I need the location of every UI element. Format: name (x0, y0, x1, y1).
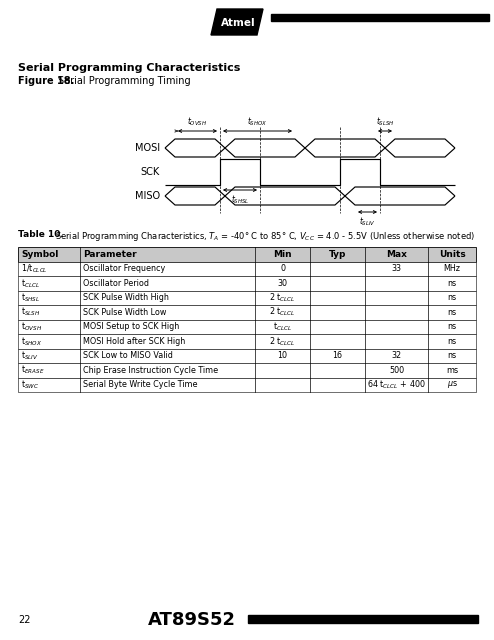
Text: Parameter: Parameter (83, 250, 137, 259)
Text: Serial Programming Characteristics, $T_A$ = -40° C to 85° C, $V_{CC}$ = 4.0 - 5.: Serial Programming Characteristics, $T_A… (55, 230, 475, 243)
Text: Max: Max (386, 250, 407, 259)
Text: ns: ns (448, 351, 456, 360)
Text: t$_{SLIV}$: t$_{SLIV}$ (21, 349, 39, 362)
Bar (248, 615, 478, 623)
Text: 2 t$_{CLCL}$: 2 t$_{CLCL}$ (269, 306, 296, 319)
Text: Chip Erase Instruction Cycle Time: Chip Erase Instruction Cycle Time (83, 365, 218, 375)
Bar (18, 276, 476, 291)
Text: ns: ns (448, 279, 456, 288)
Bar (18, 247, 476, 262)
Text: 2 t$_{CLCL}$: 2 t$_{CLCL}$ (269, 335, 296, 348)
Bar (18, 363, 476, 378)
Text: Table 10.: Table 10. (18, 230, 64, 239)
Text: Atmel: Atmel (221, 18, 255, 28)
Text: 1/t$_{CLCL}$: 1/t$_{CLCL}$ (21, 262, 48, 275)
Text: $t_{SLSH}$: $t_{SLSH}$ (375, 115, 394, 128)
Text: 64 t$_{CLCL}$ + 400: 64 t$_{CLCL}$ + 400 (367, 378, 426, 391)
Text: $t_{SLIV}$: $t_{SLIV}$ (359, 215, 376, 227)
Text: 0: 0 (280, 264, 285, 273)
Text: Units: Units (439, 250, 465, 259)
Text: ms: ms (446, 365, 458, 375)
Text: MOSI: MOSI (135, 143, 160, 153)
Text: Serial Programming Characteristics: Serial Programming Characteristics (18, 63, 241, 73)
Text: SCK Pulse Width High: SCK Pulse Width High (83, 293, 169, 302)
Text: $t_{OVSH}$: $t_{OVSH}$ (187, 115, 207, 128)
Text: SCK Low to MISO Valid: SCK Low to MISO Valid (83, 351, 173, 360)
Text: Oscillator Frequency: Oscillator Frequency (83, 264, 165, 273)
Text: 33: 33 (392, 264, 402, 273)
Text: ns: ns (448, 308, 456, 317)
Text: $t_{SHSL}$: $t_{SHSL}$ (231, 193, 249, 205)
Text: ns: ns (448, 337, 456, 346)
Text: 16: 16 (332, 351, 342, 360)
Polygon shape (211, 9, 263, 35)
Bar (18, 349, 476, 363)
Bar (271, 14, 489, 21)
Text: Oscillator Period: Oscillator Period (83, 279, 149, 288)
Text: $t_{SHOX}$: $t_{SHOX}$ (247, 115, 268, 128)
Text: 2 t$_{CLCL}$: 2 t$_{CLCL}$ (269, 291, 296, 304)
Text: t$_{SHSL}$: t$_{SHSL}$ (21, 291, 41, 304)
Text: Min: Min (273, 250, 292, 259)
Text: Figure 18.: Figure 18. (18, 76, 75, 86)
Text: MOSI Setup to SCK High: MOSI Setup to SCK High (83, 323, 179, 332)
Bar (18, 334, 476, 349)
Text: t$_{CLCL}$: t$_{CLCL}$ (21, 277, 40, 289)
Text: Serial Byte Write Cycle Time: Serial Byte Write Cycle Time (83, 380, 198, 389)
Text: $\mu$s: $\mu$s (447, 380, 457, 390)
Bar (18, 262, 476, 276)
Text: Symbol: Symbol (21, 250, 58, 259)
Text: t$_{SHOX}$: t$_{SHOX}$ (21, 335, 42, 348)
Text: 22: 22 (18, 615, 31, 625)
Text: SCK Pulse Width Low: SCK Pulse Width Low (83, 308, 166, 317)
Text: t$_{ERASE}$: t$_{ERASE}$ (21, 364, 44, 376)
Text: MOSI Hold after SCK High: MOSI Hold after SCK High (83, 337, 185, 346)
Text: Serial Programming Timing: Serial Programming Timing (58, 76, 191, 86)
Text: Typ: Typ (329, 250, 346, 259)
Text: t$_{SWC}$: t$_{SWC}$ (21, 378, 39, 391)
Text: t$_{CLCL}$: t$_{CLCL}$ (273, 321, 292, 333)
Text: ns: ns (448, 323, 456, 332)
Text: 30: 30 (278, 279, 288, 288)
Text: MISO: MISO (135, 191, 160, 201)
Text: t$_{OVSH}$: t$_{OVSH}$ (21, 321, 42, 333)
Text: t$_{SLSH}$: t$_{SLSH}$ (21, 306, 41, 319)
Bar (18, 291, 476, 305)
Text: 10: 10 (278, 351, 288, 360)
Bar (18, 378, 476, 392)
Text: 32: 32 (391, 351, 402, 360)
Text: SCK: SCK (141, 167, 160, 177)
Text: 500: 500 (389, 365, 404, 375)
Text: ns: ns (448, 293, 456, 302)
Text: AT89S52: AT89S52 (148, 611, 236, 629)
Bar (18, 305, 476, 319)
Text: MHz: MHz (444, 264, 460, 273)
Bar (18, 319, 476, 334)
